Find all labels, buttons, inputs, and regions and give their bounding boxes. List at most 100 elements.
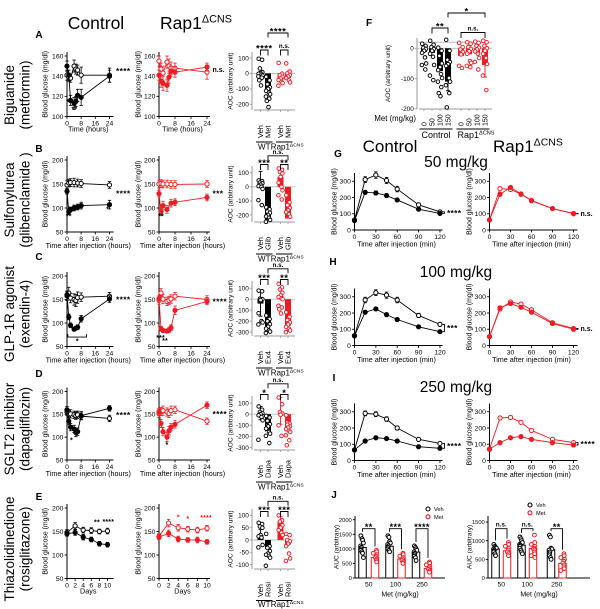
panel-C-rap1-line-chart: 50 100 150 200 0 8 16 24 Blood glucose (mg/dl) Ti…	[136, 272, 227, 365]
series-Met	[486, 300, 577, 340]
open-marker	[528, 427, 535, 434]
significance-label: *	[262, 388, 266, 399]
right-annotation: ****	[581, 439, 596, 449]
x-tick-label: 10	[203, 583, 211, 590]
open-marker	[72, 523, 78, 529]
filled-marker	[486, 333, 493, 340]
y-tick-label: 0	[482, 458, 486, 465]
y-tick-label: 100	[52, 552, 64, 559]
sig-bracket	[280, 394, 289, 400]
x-tick-label: 30	[372, 465, 380, 472]
end-bracket	[442, 442, 445, 449]
column-label: Rosi	[284, 582, 293, 597]
row-label-E-line1: Thiazolidinedione	[2, 496, 17, 601]
open-marker	[527, 510, 533, 516]
open-marker	[287, 314, 292, 320]
y-axis-title: Blood glucose (mg/dl)	[332, 168, 339, 235]
panel-letter-F: F	[366, 18, 372, 29]
sig-bracket	[267, 32, 289, 38]
aoc-group-1	[427, 38, 437, 83]
open-marker	[283, 309, 289, 315]
y-tick-label: 300	[340, 294, 352, 301]
x-axis-title: Time after injection (min)	[357, 470, 436, 479]
open-marker	[78, 72, 84, 78]
series-Veh	[156, 518, 210, 540]
open-marker	[283, 329, 289, 335]
filled-marker	[185, 537, 191, 543]
y-tick-label: 500	[342, 562, 352, 568]
column-label: 100	[475, 114, 482, 126]
panel-letter-H: H	[329, 257, 336, 268]
series-Rosi	[64, 529, 111, 548]
panel-G-rap1-line-chart: 0 100 200 300 0 30 60 90 120 Blood glucose (mg/dl…	[467, 168, 593, 248]
x-axis-title: Time after injection (hours)	[46, 241, 131, 250]
y-tick-label: 50	[56, 576, 64, 583]
panel-H-control-line-chart: 0 100 200 300 0 30 60 90 120 Blood glucose (mg/dl…	[332, 284, 458, 364]
filled-marker	[204, 298, 210, 304]
panel-I-control-line-chart: 0 100 200 300 0 30 60 90 120 Blood glucose (mg/dl…	[332, 399, 462, 479]
open-marker	[88, 527, 94, 534]
y-tick-label: -300	[236, 329, 249, 336]
y-tick-label: 200	[144, 157, 156, 164]
significance-label: ***	[258, 158, 270, 169]
y-tick-label: 50	[56, 457, 64, 464]
open-marker	[172, 407, 178, 413]
x-axis-title: Time after injection (min)	[492, 470, 571, 479]
column-label: Glib	[284, 237, 293, 250]
y-axis-title: Blood glucose (mg/dl)	[136, 508, 143, 575]
sig-bracket	[267, 383, 289, 389]
x-tick-label: 0	[65, 464, 69, 471]
x-tick-label: 16	[187, 351, 195, 358]
x-tick-label: 24	[106, 351, 114, 358]
filled-marker	[518, 191, 524, 197]
filled-marker	[72, 529, 78, 536]
y-tick-label: 200	[340, 195, 352, 202]
x-tick-label: 0	[157, 351, 161, 358]
dose-title-G: 50 mg/kg	[424, 154, 488, 171]
column-label: Veh	[276, 237, 285, 250]
open-marker	[468, 41, 473, 47]
open-marker	[80, 527, 86, 533]
column-label: Veh	[256, 237, 265, 250]
open-marker	[287, 200, 292, 205]
open-marker	[265, 418, 270, 424]
filled-marker	[160, 80, 166, 86]
aoc-group-2	[435, 45, 445, 99]
open-marker	[277, 519, 283, 524]
column-label: Met	[284, 125, 293, 138]
y-axis-title: Blood glucose (mg/dl)	[332, 284, 339, 351]
x-tick-label: 60	[393, 465, 401, 472]
y-axis-title: Blood glucose (mg/dl)	[136, 276, 143, 343]
y-axis-title: Blood glucose (mg/dl)	[467, 168, 474, 235]
right-annotation: ****	[116, 188, 131, 198]
open-marker	[260, 320, 265, 325]
end-bracket	[576, 442, 579, 446]
filled-marker	[570, 442, 577, 448]
open-marker	[263, 94, 269, 99]
open-marker	[430, 54, 436, 60]
y-tick-label: 0	[347, 343, 351, 350]
open-marker	[459, 65, 465, 71]
open-marker	[383, 177, 390, 184]
aoc-group-4	[456, 40, 466, 71]
significance-label: **	[553, 522, 561, 532]
open-marker	[287, 429, 293, 435]
column-label: Veh	[276, 584, 285, 597]
y-axis-title: Blood glucose (mg/dl)	[467, 399, 474, 466]
filled-marker	[106, 296, 113, 302]
open-marker	[435, 79, 441, 84]
significance-mark: *	[186, 516, 189, 523]
y-tick-label: 100	[52, 434, 64, 441]
x-tick-label: 120	[434, 465, 446, 472]
filled-marker	[156, 72, 162, 78]
open-marker	[468, 60, 474, 66]
y-tick-label: 100	[238, 286, 249, 293]
open-marker	[425, 514, 431, 520]
panel-letter-J: J	[331, 490, 337, 501]
open-marker	[256, 545, 261, 550]
open-marker	[267, 217, 273, 223]
aoc-group-0	[256, 56, 265, 88]
open-marker	[259, 57, 265, 63]
open-marker	[265, 81, 270, 87]
